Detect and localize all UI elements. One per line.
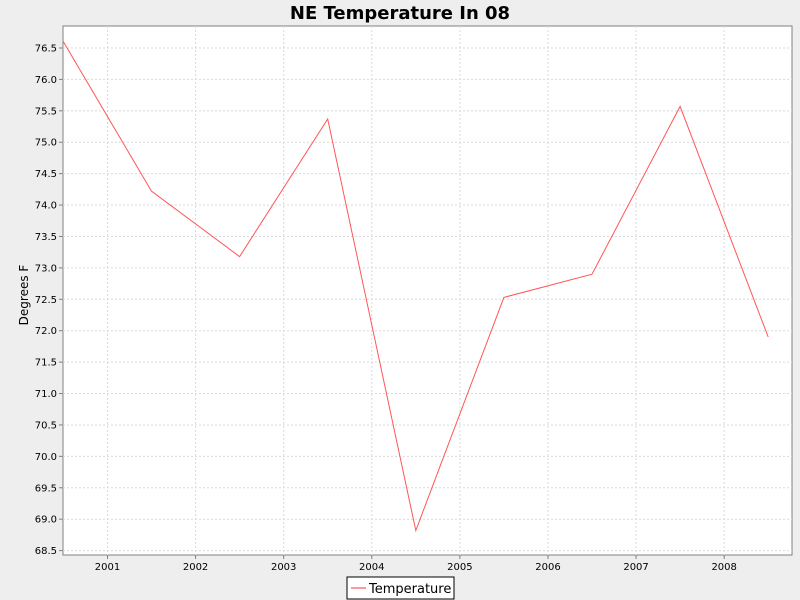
y-tick-label: 72.0 — [35, 326, 57, 337]
y-tick-label: 74.0 — [35, 201, 57, 212]
y-tick-label: 73.5 — [35, 232, 57, 243]
x-tick-label: 2005 — [447, 562, 472, 573]
series-line-temperature — [62, 41, 769, 533]
y-tick-label: 73.0 — [35, 263, 57, 274]
y-tick-label: 71.5 — [35, 358, 57, 369]
y-tick-label: 76.0 — [35, 75, 57, 86]
x-tick-label: 2008 — [711, 562, 736, 573]
x-tick-label: 2001 — [95, 562, 120, 573]
x-tick-label: 2007 — [623, 562, 648, 573]
series — [62, 41, 769, 533]
legend-label: Temperature — [368, 582, 451, 597]
y-tick-label: 69.5 — [35, 483, 57, 494]
y-tick-label: 72.5 — [35, 295, 57, 306]
y-tick-label: 68.5 — [35, 546, 57, 557]
y-tick-label: 76.5 — [35, 43, 57, 54]
axes: 68.5 69.0 69.5 70.0 70.5 71.0 71.5 72.0 72.5 73.0… — [35, 43, 737, 573]
y-tick-label: 75.5 — [35, 106, 57, 117]
y-tick-label: 75.0 — [35, 138, 57, 149]
legend-box — [346, 576, 455, 600]
x-tick-label: 2004 — [359, 562, 384, 573]
x-tick-label: 2006 — [535, 562, 560, 573]
y-tick-label: 70.0 — [35, 452, 57, 463]
y-axis-label: Degrees F — [17, 265, 31, 326]
legend: Temperature — [346, 576, 455, 600]
y-tick-label: 70.5 — [35, 420, 57, 431]
grid — [63, 26, 792, 555]
x-tick-label: 2003 — [271, 562, 296, 573]
chart-title: NE Temperature In 08 — [290, 3, 510, 24]
y-tick-label: 69.0 — [35, 515, 57, 526]
x-tick-label: 2002 — [183, 562, 208, 573]
y-tick-label: 71.0 — [35, 389, 57, 400]
plot-area — [62, 25, 793, 556]
y-tick-label: 74.5 — [35, 169, 57, 180]
